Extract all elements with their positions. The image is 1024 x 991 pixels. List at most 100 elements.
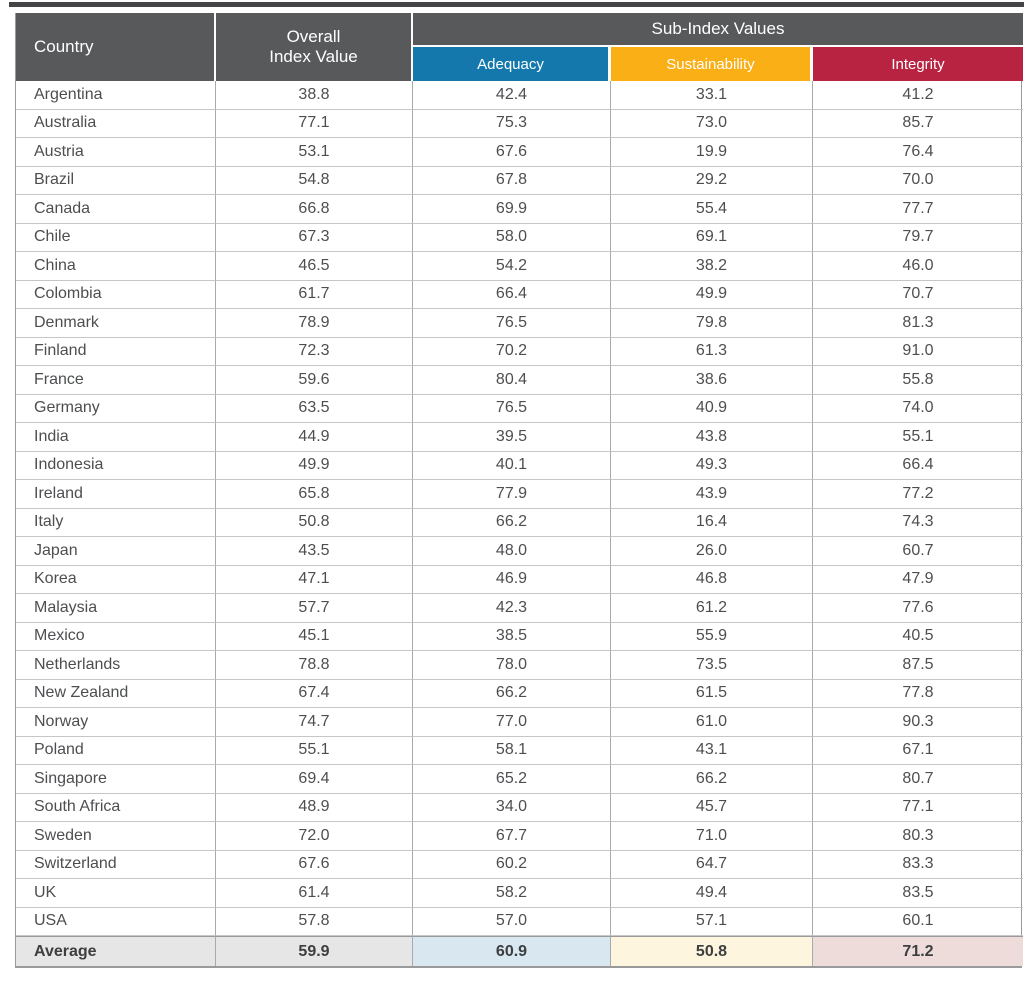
integrity-cell: 77.6 (813, 594, 1023, 623)
table-row: India 44.9 39.5 43.8 55.1 (16, 423, 1023, 452)
table-row: Argentina 38.8 42.4 33.1 41.2 (16, 81, 1023, 110)
adequacy-cell: 67.6 (413, 138, 611, 167)
adequacy-cell: 57.0 (413, 907, 611, 936)
country-cell: Australia (16, 109, 216, 138)
overall-cell: 55.1 (216, 736, 413, 765)
country-cell: Netherlands (16, 651, 216, 680)
integrity-cell: 76.4 (813, 138, 1023, 167)
adequacy-cell: 77.0 (413, 708, 611, 737)
adequacy-cell: 77.9 (413, 480, 611, 509)
adequacy-cell: 65.2 (413, 765, 611, 794)
table-row: Colombia 61.7 66.4 49.9 70.7 (16, 280, 1023, 309)
integrity-cell: 80.3 (813, 822, 1023, 851)
adequacy-cell: 60.2 (413, 850, 611, 879)
column-header-integrity: Integrity (813, 47, 1023, 81)
sustainability-cell: 66.2 (611, 765, 813, 794)
integrity-cell: 60.1 (813, 908, 1023, 936)
integrity-cell: 90.3 (813, 708, 1023, 737)
column-group-header-label: Sub-Index Values (651, 19, 785, 38)
country-cell: New Zealand (16, 679, 216, 708)
country-cell: Sweden (16, 822, 216, 851)
overall-cell: 65.8 (216, 480, 413, 509)
integrity-cell: 87.5 (813, 651, 1023, 680)
adequacy-cell: 66.2 (413, 508, 611, 537)
country-cell: Mexico (16, 622, 216, 651)
sustainability-cell: 64.7 (611, 850, 813, 879)
sustainability-cell: 49.9 (611, 280, 813, 309)
average-sustainability-cell: 50.8 (611, 936, 813, 966)
country-cell: Denmark (16, 309, 216, 338)
integrity-cell: 83.5 (813, 879, 1023, 908)
adequacy-cell: 67.8 (413, 166, 611, 195)
overall-cell: 74.7 (216, 708, 413, 737)
integrity-cell: 55.8 (813, 366, 1023, 395)
country-cell: Singapore (16, 765, 216, 794)
table-header: Country Overall Index Value Sub-Index Va… (16, 13, 1023, 81)
sustainability-cell: 26.0 (611, 537, 813, 566)
table-row: Italy 50.8 66.2 16.4 74.3 (16, 508, 1023, 537)
column-header-country-label: Country (34, 37, 94, 56)
integrity-cell: 55.1 (813, 423, 1023, 452)
overall-cell: 54.8 (216, 166, 413, 195)
average-overall-cell: 59.9 (216, 936, 413, 966)
country-cell: Austria (16, 138, 216, 167)
overall-cell: 63.5 (216, 394, 413, 423)
table-row: Singapore 69.4 65.2 66.2 80.7 (16, 765, 1023, 794)
table-row: Sweden 72.0 67.7 71.0 80.3 (16, 822, 1023, 851)
overall-cell: 48.9 (216, 793, 413, 822)
adequacy-cell: 66.4 (413, 280, 611, 309)
column-header-country: Country (16, 13, 216, 81)
adequacy-cell: 78.0 (413, 651, 611, 680)
country-cell: Brazil (16, 166, 216, 195)
country-cell: USA (16, 907, 216, 936)
table-row: UK 61.4 58.2 49.4 83.5 (16, 879, 1023, 908)
sustainability-cell: 38.2 (611, 252, 813, 281)
average-row: Average 59.9 60.9 50.8 71.2 (16, 936, 1023, 966)
overall-cell: 77.1 (216, 109, 413, 138)
table-row: Norway 74.7 77.0 61.0 90.3 (16, 708, 1023, 737)
sustainability-cell: 43.9 (611, 480, 813, 509)
column-group-header-sub-index-values: Sub-Index Values (413, 13, 1023, 47)
table-row: Austria 53.1 67.6 19.9 76.4 (16, 138, 1023, 167)
top-rule (9, 2, 1024, 7)
adequacy-cell: 80.4 (413, 366, 611, 395)
country-cell: Norway (16, 708, 216, 737)
country-cell: Malaysia (16, 594, 216, 623)
country-cell: Chile (16, 223, 216, 252)
country-cell: Indonesia (16, 451, 216, 480)
overall-cell: 57.7 (216, 594, 413, 623)
country-cell: China (16, 252, 216, 281)
table-row: Australia 77.1 75.3 73.0 85.7 (16, 109, 1023, 138)
table-row: Canada 66.8 69.9 55.4 77.7 (16, 195, 1023, 224)
integrity-cell: 81.3 (813, 309, 1023, 338)
sustainability-cell: 73.5 (611, 651, 813, 680)
overall-cell: 46.5 (216, 252, 413, 281)
sustainability-cell: 61.3 (611, 337, 813, 366)
column-header-adequacy-label: Adequacy (477, 55, 544, 73)
column-header-adequacy: Adequacy (413, 47, 611, 81)
integrity-cell: 70.0 (813, 167, 1023, 195)
sustainability-cell: 29.2 (611, 166, 813, 195)
country-cell: Finland (16, 337, 216, 366)
table-row: Switzerland 67.6 60.2 64.7 83.3 (16, 850, 1023, 879)
country-cell: Canada (16, 195, 216, 224)
integrity-cell: 70.7 (813, 281, 1023, 309)
table-row: South Africa 48.9 34.0 45.7 77.1 (16, 793, 1023, 822)
sustainability-cell: 33.1 (611, 81, 813, 110)
integrity-cell: 74.0 (813, 395, 1023, 423)
sustainability-cell: 19.9 (611, 138, 813, 167)
sustainability-cell: 46.8 (611, 565, 813, 594)
overall-cell: 49.9 (216, 451, 413, 480)
column-header-sustainability-label: Sustainability (666, 55, 755, 73)
adequacy-cell: 42.4 (413, 81, 611, 110)
adequacy-cell: 46.9 (413, 565, 611, 594)
sustainability-cell: 45.7 (611, 793, 813, 822)
table-row: China 46.5 54.2 38.2 46.0 (16, 252, 1023, 281)
sustainability-cell: 57.1 (611, 907, 813, 936)
country-cell: Colombia (16, 280, 216, 309)
average-adequacy-cell: 60.9 (413, 936, 611, 966)
overall-cell: 78.8 (216, 651, 413, 680)
country-cell: Poland (16, 736, 216, 765)
adequacy-cell: 40.1 (413, 451, 611, 480)
sustainability-cell: 61.2 (611, 594, 813, 623)
